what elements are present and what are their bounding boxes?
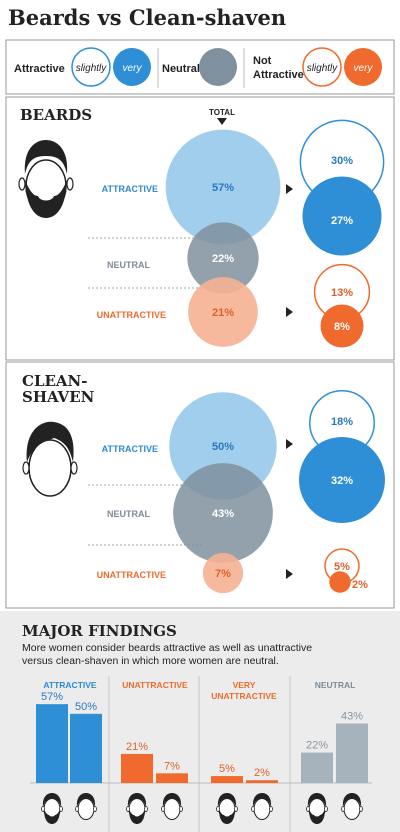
legend-attractive-label: Attractive — [14, 63, 65, 75]
bar-unattractive-clean — [156, 773, 188, 783]
beards-total-label: TOTAL — [209, 108, 235, 117]
clean-shaven-face-icon — [22, 421, 78, 497]
beards-row-attractive: ATTRACTIVE — [102, 184, 158, 194]
clean-heading-line1: CLEAN- — [22, 372, 88, 390]
clean-shaven-mini-face-icon — [341, 793, 363, 820]
clean-very-attractive-label: 32% — [331, 475, 353, 487]
legend-very-attractive-text: very — [123, 63, 143, 74]
bar-attractive-clean — [70, 713, 102, 783]
clean-arrow-attractive-icon — [286, 439, 293, 449]
clean-very-unattractive-label: 2% — [352, 579, 368, 591]
findings-heading: MAJOR FINDINGS — [22, 622, 177, 640]
clean-total-label-attractive: 50% — [212, 441, 234, 453]
beards-total-label-neutral: 22% — [212, 253, 234, 265]
beards-very-attractive-label: 27% — [331, 215, 353, 227]
beards-very-unattractive-label: 8% — [334, 321, 350, 333]
bar-label-attractive-clean: 50% — [75, 701, 97, 713]
bar-label-unattractive-clean: 7% — [164, 760, 180, 772]
legend-slightly-unattractive-swatch — [302, 47, 342, 87]
beards-slightly-unattractive-bubble — [313, 263, 371, 321]
beards-slightly-attractive-label: 30% — [331, 155, 353, 167]
clean-slightly-unattractive-label: 5% — [334, 561, 350, 573]
bar-label-attractive-beards: 57% — [41, 691, 63, 703]
clean-shaven-mini-face-icon — [75, 793, 97, 820]
bar-very-unattractive-clean — [246, 780, 278, 783]
legend-neutral-label: Neutral — [162, 63, 200, 75]
findings-group-unattractive: UNATTRACTIVE — [122, 680, 188, 690]
findings-text-line2: versus clean-shaven in which more women … — [22, 655, 279, 667]
findings-faces — [41, 793, 363, 824]
findings-group-very-unattractive-2: UNATTRACTIVE — [211, 691, 277, 701]
findings-group-attractive: ATTRACTIVE — [43, 680, 97, 690]
clean-very-attractive-bubble — [299, 437, 385, 523]
clean-shaven-mini-face-icon — [251, 793, 273, 820]
beards-total-bubble-unattractive — [188, 277, 258, 347]
bearded-face-icon — [18, 140, 74, 218]
findings-group-very-unattractive-1: VERY — [233, 680, 256, 690]
page-title: Beards vs Clean-shaven — [8, 5, 286, 30]
clean-slightly-unattractive-bubble — [324, 548, 360, 584]
clean-total-label-neutral: 43% — [212, 508, 234, 520]
beards-slightly-unattractive-label: 13% — [331, 287, 353, 299]
bearded-mini-face-icon — [216, 793, 238, 824]
bar-very-unattractive-beards — [211, 776, 243, 783]
bearded-mini-face-icon — [306, 793, 328, 824]
beards-arrow-unattractive-icon — [286, 307, 293, 317]
bearded-mini-face-icon — [41, 793, 63, 824]
legend-very-attractive-swatch — [113, 48, 151, 86]
clean-arrow-unattractive-icon — [286, 569, 293, 579]
bar-neutral-beards — [301, 752, 333, 783]
clean-row-unattractive: UNATTRACTIVE — [97, 570, 166, 580]
clean-shaven-mini-face-icon — [161, 793, 183, 820]
legend-slightly-attractive-swatch — [71, 47, 111, 87]
legend-slightly-attractive-text: slightly — [76, 63, 108, 74]
bar-label-neutral-beards: 22% — [306, 740, 328, 752]
beards-bubbles: 57% 22% 21% 30% 27% 13% 8% — [165, 119, 385, 348]
clean-total-bubble-unattractive — [202, 552, 244, 594]
legend-very-unattractive-text: very — [354, 63, 374, 74]
beards-total-label-attractive: 57% — [212, 182, 234, 194]
clean-heading-line2: SHAVEN — [22, 388, 95, 406]
beards-panel: BEARDS TOTAL ATTRACTIVE NEUTRAL UNATTRAC… — [5, 96, 395, 361]
bar-label-neutral-clean: 43% — [341, 711, 363, 723]
clean-row-neutral: NEUTRAL — [107, 509, 150, 519]
findings-text-line1: More women consider beards attractive as… — [22, 642, 312, 654]
bar-neutral-clean — [336, 723, 368, 783]
findings-group-neutral: NEUTRAL — [315, 680, 356, 690]
clean-total-bubble-neutral — [173, 463, 273, 563]
beards-total-bubble-attractive — [165, 129, 281, 245]
clean-slightly-attractive-label: 18% — [331, 416, 353, 428]
bar-label-very-unattractive-beards: 5% — [219, 763, 235, 775]
major-findings-panel: MAJOR FINDINGS More women consider beard… — [0, 611, 400, 832]
beards-arrow-attractive-icon — [286, 184, 293, 194]
beards-row-neutral: NEUTRAL — [107, 260, 150, 270]
beards-total-label-unattractive: 21% — [212, 307, 234, 319]
bar-attractive-beards — [36, 704, 68, 783]
clean-shaven-panel: CLEAN- SHAVEN ATTRACTIVE NEUTRAL UNATTRA… — [5, 361, 395, 609]
clean-total-label-unattractive: 7% — [215, 568, 231, 580]
bar-unattractive-beards — [121, 753, 153, 783]
clean-bubbles: 50% 43% 7% 18% 32% 5%2% — [169, 390, 385, 594]
legend-not-attractive-label-2: Attractive — [253, 69, 304, 81]
legend: Attractive slightly very Neutral Not Att… — [5, 39, 395, 95]
legend-neutral-swatch — [199, 48, 237, 86]
clean-very-unattractive-bubble — [329, 571, 351, 593]
beards-heading: BEARDS — [20, 106, 92, 124]
beards-row-unattractive: UNATTRACTIVE — [97, 310, 166, 320]
legend-not-attractive-label-1: Not — [253, 55, 272, 67]
bearded-mini-face-icon — [126, 793, 148, 824]
bar-label-unattractive-beards: 21% — [126, 741, 148, 753]
beards-total-bubble-neutral — [187, 222, 259, 294]
bar-label-very-unattractive-clean: 2% — [254, 767, 270, 779]
legend-very-unattractive-swatch — [344, 48, 382, 86]
clean-row-attractive: ATTRACTIVE — [102, 444, 158, 454]
clean-slightly-attractive-bubble — [309, 390, 375, 456]
legend-slightly-unattractive-text: slightly — [307, 63, 339, 74]
beards-slightly-attractive-bubble — [299, 119, 385, 205]
beards-very-unattractive-bubble — [320, 304, 364, 348]
beards-very-attractive-bubble — [302, 176, 382, 256]
total-arrow-icon — [217, 118, 227, 125]
findings-bars: 57% 50% 21% 7% 5% 2% 22% 43% — [36, 691, 368, 783]
